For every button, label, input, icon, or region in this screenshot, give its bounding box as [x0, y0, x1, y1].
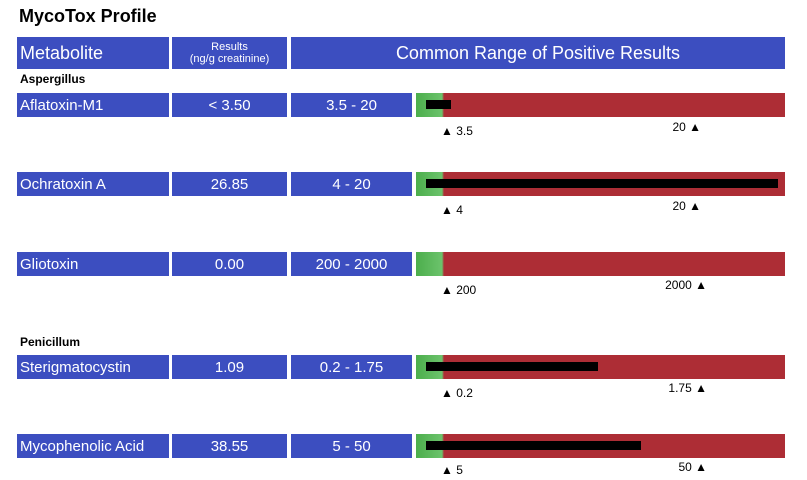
range-value: 3.5 - 20	[291, 93, 412, 117]
metabolite-name: Sterigmatocystin	[17, 355, 169, 379]
high-limit-label: 20 ▲	[672, 120, 701, 134]
low-limit-label: ▲ 0.2	[441, 386, 473, 400]
result-value: 0.00	[172, 252, 287, 276]
result-marker	[426, 441, 641, 450]
result-marker	[426, 100, 451, 109]
low-limit-label: ▲ 5	[441, 463, 463, 477]
result-marker	[426, 362, 598, 371]
high-limit-label: 20 ▲	[672, 199, 701, 213]
section-title: Aspergillus	[20, 72, 86, 86]
header-results-label: Results	[211, 41, 248, 53]
result-value: 26.85	[172, 172, 287, 196]
range-bar	[416, 355, 785, 379]
high-limit-label: 50 ▲	[678, 460, 707, 474]
range-bar	[416, 93, 785, 117]
header-results: Results (ng/g creatinine)	[172, 37, 287, 69]
range-value: 5 - 50	[291, 434, 412, 458]
range-value: 200 - 2000	[291, 252, 412, 276]
range-bar	[416, 172, 785, 196]
result-marker	[426, 179, 778, 188]
low-limit-label: ▲ 4	[441, 203, 463, 217]
low-limit-label: ▲ 3.5	[441, 124, 473, 138]
metabolite-name: Mycophenolic Acid	[17, 434, 169, 458]
range-value: 4 - 20	[291, 172, 412, 196]
result-value: < 3.50	[172, 93, 287, 117]
range-value: 0.2 - 1.75	[291, 355, 412, 379]
range-bar	[416, 434, 785, 458]
low-limit-label: ▲ 200	[441, 283, 477, 297]
result-value: 1.09	[172, 355, 287, 379]
metabolite-name: Aflatoxin-M1	[17, 93, 169, 117]
page-title: MycoTox Profile	[19, 6, 157, 26]
result-value: 38.55	[172, 434, 287, 458]
header-results-unit: (ng/g creatinine)	[189, 53, 270, 65]
high-limit-label: 1.75 ▲	[668, 381, 707, 395]
header-metabolite: Metabolite	[17, 37, 169, 69]
header-range: Common Range of Positive Results	[291, 37, 785, 69]
high-limit-label: 2000 ▲	[665, 278, 707, 292]
metabolite-name: Ochratoxin A	[17, 172, 169, 196]
metabolite-name: Gliotoxin	[17, 252, 169, 276]
section-title: Penicillum	[20, 335, 81, 349]
range-bar	[416, 252, 785, 276]
